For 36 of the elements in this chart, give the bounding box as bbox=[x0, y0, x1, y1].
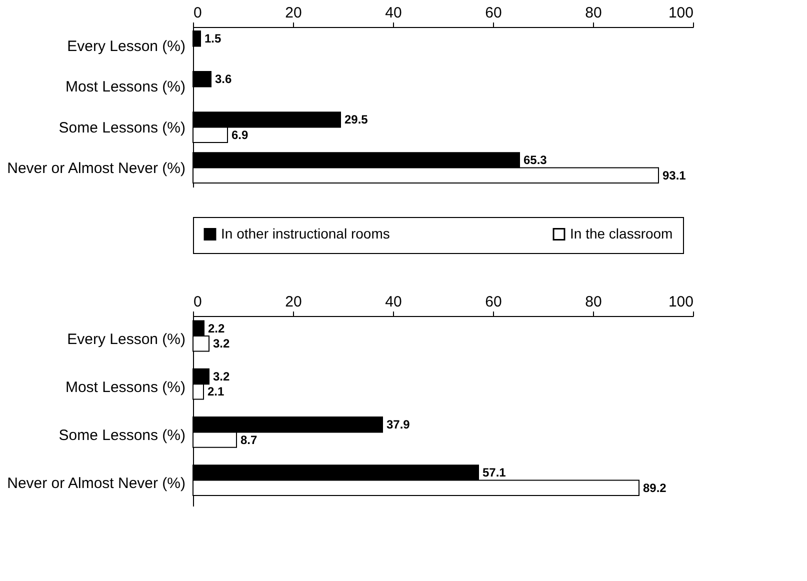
y-tick-label: Never or Almost Never (%) bbox=[7, 475, 186, 492]
y-tick-label: Some Lessons (%) bbox=[58, 427, 186, 444]
data-label: 57.1 bbox=[482, 466, 506, 480]
x-tick-label: 0 bbox=[194, 294, 202, 310]
y-tick-label: Most Lessons (%) bbox=[65, 378, 186, 396]
x-tick-label: 60 bbox=[485, 294, 502, 310]
data-label: 89.2 bbox=[643, 480, 667, 495]
data-label: 3.6 bbox=[215, 72, 232, 86]
x-tick-label: 80 bbox=[585, 294, 602, 310]
data-label: 1.5 bbox=[204, 32, 222, 46]
data-label: 37.9 bbox=[386, 418, 410, 432]
legend-label: In the classroom bbox=[570, 225, 673, 242]
x-tick-label: 100 bbox=[668, 294, 694, 310]
x-tick-label: 80 bbox=[585, 4, 602, 22]
data-label: 2.2 bbox=[208, 321, 226, 336]
x-tick-label: 40 bbox=[385, 294, 402, 310]
data-label: 2.1 bbox=[208, 384, 225, 399]
x-tick-label: 60 bbox=[485, 4, 502, 22]
y-tick-label: Every Lesson (%) bbox=[67, 330, 186, 348]
x-tick-label: 0 bbox=[194, 4, 202, 22]
x-tick-label: 20 bbox=[285, 294, 302, 310]
data-label: 93.1 bbox=[662, 168, 686, 182]
data-label: 3.2 bbox=[213, 336, 230, 351]
x-tick-label: 40 bbox=[385, 4, 402, 22]
y-tick-label: Some Lessons (%) bbox=[58, 119, 186, 136]
data-label: 3.2 bbox=[213, 370, 230, 384]
x-tick-label: 100 bbox=[668, 4, 694, 22]
y-tick-label: Never or Almost Never (%) bbox=[7, 160, 186, 177]
data-label: 6.9 bbox=[232, 128, 249, 142]
data-label: 65.3 bbox=[524, 153, 548, 168]
x-tick-label: 20 bbox=[285, 4, 302, 22]
y-tick-label: Every Lesson (%) bbox=[67, 38, 186, 56]
data-label: 8.7 bbox=[240, 432, 258, 447]
data-label: 29.5 bbox=[344, 112, 368, 127]
legend-label: In other instructional rooms bbox=[221, 225, 390, 242]
y-tick-label: Most Lessons (%) bbox=[65, 78, 186, 96]
